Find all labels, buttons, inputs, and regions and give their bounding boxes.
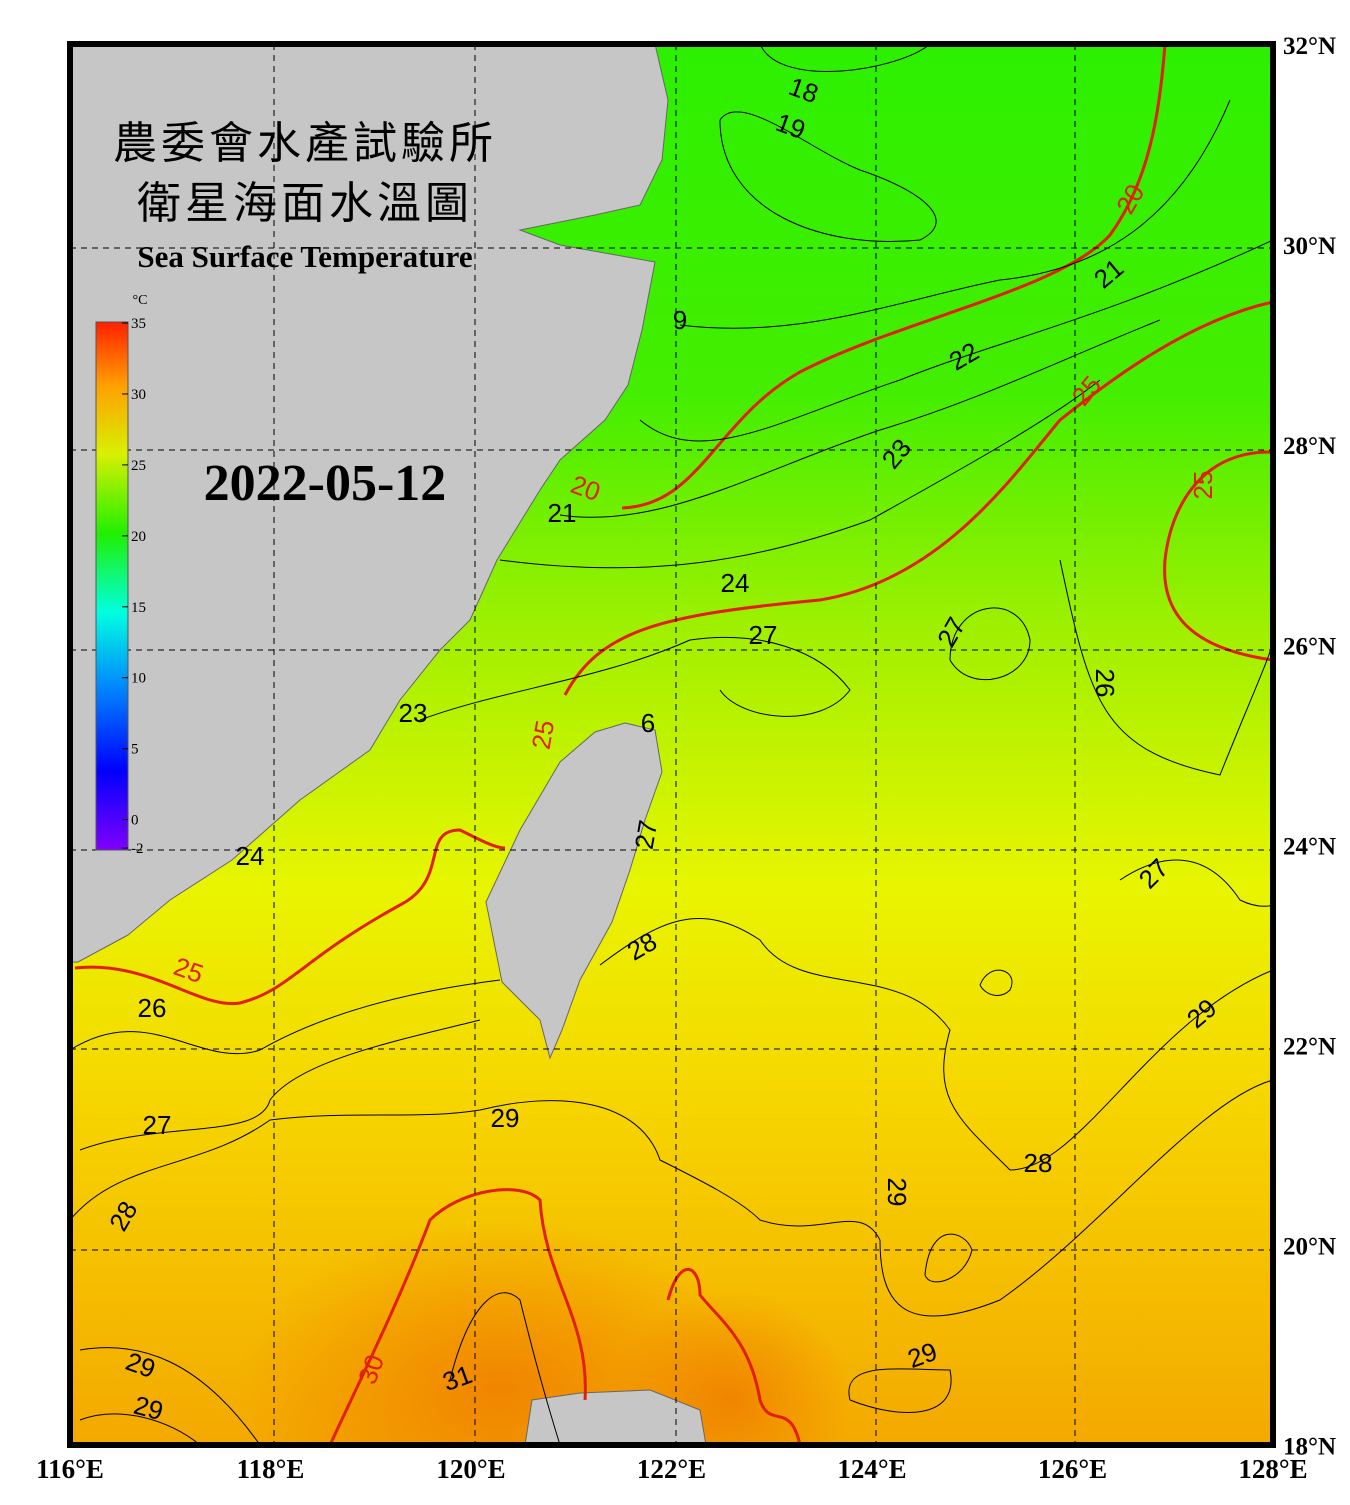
- colorbar-tick-label: 25: [131, 458, 146, 474]
- lon-label: 120°E: [436, 1454, 505, 1484]
- contour-label: 21: [548, 498, 577, 528]
- land-china: [70, 44, 669, 963]
- lon-label: 116°E: [36, 1454, 104, 1484]
- colorbar-tick-label: 15: [131, 600, 146, 616]
- contour-label: 29: [491, 1103, 520, 1133]
- contour-label: 27: [143, 1110, 172, 1140]
- contour-label: 27: [749, 620, 778, 650]
- contour-label: 26: [1090, 669, 1120, 698]
- lat-label: 24°N: [1283, 833, 1336, 860]
- colorbar-ticks: 35 30 25 20 15 10 5 0 -2: [122, 316, 146, 857]
- colorbar-unit: °C: [133, 293, 148, 308]
- colorbar-tick-label: 5: [131, 742, 139, 758]
- lat-label: 28°N: [1283, 433, 1336, 460]
- contour-label: 24: [236, 841, 265, 871]
- contour-label: 29: [882, 1178, 912, 1207]
- colorbar-tick-label: 35: [131, 316, 146, 332]
- lat-label: 32°N: [1283, 33, 1336, 60]
- land-taiwan: [485, 722, 663, 1060]
- land-luzon: [524, 1389, 707, 1445]
- map-frame: [67, 41, 1276, 1448]
- axis-labels: 116°E 118°E 120°E 122°E 124°E 126°E 128°E 32°N 3…: [36, 33, 1336, 1484]
- contour-label: 23: [399, 698, 428, 728]
- colorbar-tick-label: 10: [131, 671, 146, 687]
- lon-label: 118°E: [237, 1454, 305, 1484]
- colorbar-tick-label: 0: [131, 813, 139, 829]
- lon-label: 128°E: [1238, 1454, 1307, 1484]
- contour-label: 27: [629, 818, 664, 852]
- contour-label: 6: [641, 708, 655, 738]
- lon-label: 126°E: [1038, 1454, 1107, 1484]
- contour-label: 25: [526, 718, 561, 752]
- lat-label: 30°N: [1283, 233, 1336, 260]
- graticule: [70, 44, 1273, 1445]
- date: 2022-05-12: [204, 455, 447, 512]
- lat-label: 22°N: [1283, 1034, 1336, 1061]
- colorbar-tick-label: 30: [131, 387, 146, 403]
- lat-label: 26°N: [1283, 633, 1336, 660]
- contours-red: [74, 44, 1273, 1445]
- contour-label: 9: [673, 305, 687, 335]
- title-zh: 衛星海面水溫圖: [137, 179, 473, 228]
- lat-label: 18°N: [1283, 1434, 1336, 1461]
- contour-label: 26: [138, 993, 167, 1023]
- title-zh: 農委會水產試驗所: [113, 119, 497, 168]
- contour-label: 25: [1188, 471, 1218, 500]
- contour-label: 24: [721, 568, 750, 598]
- contours-black: [70, 44, 1273, 1445]
- title-en: Sea Surface Temperature: [137, 239, 472, 274]
- colorbar-tick-label: 20: [131, 529, 146, 545]
- lat-label: 20°N: [1283, 1234, 1336, 1261]
- contour-label: 28: [1024, 1148, 1053, 1178]
- lon-label: 122°E: [637, 1454, 706, 1484]
- lon-label: 124°E: [837, 1454, 906, 1484]
- colorbar-tick-label: -2: [131, 841, 144, 857]
- colorbar: [95, 321, 129, 851]
